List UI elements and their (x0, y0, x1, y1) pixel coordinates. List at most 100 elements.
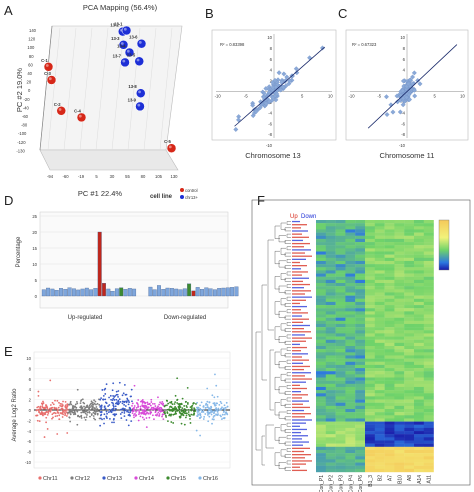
manhattan-point (223, 408, 226, 411)
heatmap-cell (325, 333, 336, 337)
manhattan-point (147, 406, 150, 409)
heatmap-cell (325, 298, 336, 303)
heatmap-cell (316, 465, 326, 470)
manhattan-point (129, 395, 132, 398)
heatmap-cell (355, 358, 366, 362)
manhattan-point (103, 413, 106, 416)
manhattan-point (56, 411, 59, 414)
heatmap-cell (384, 276, 395, 281)
heatmap-cell (335, 292, 346, 296)
heatmap-cell (414, 364, 424, 369)
heatmap-cell (325, 305, 336, 309)
manhattan-point (90, 405, 93, 407)
heatmap-cell (404, 418, 415, 422)
heatmap-cell (374, 361, 385, 366)
manhattan-point (225, 401, 228, 404)
manhattan-point (98, 410, 101, 413)
bar (119, 287, 124, 297)
heatmap-cell (404, 393, 415, 397)
heatmap-cell (335, 267, 346, 271)
manhattan-point (216, 409, 219, 412)
heatmap-cell (374, 412, 385, 416)
heatmap-cell (414, 358, 424, 362)
heatmap-cell (394, 449, 405, 454)
heatmap-cell (325, 443, 336, 447)
heatmap-cell (325, 449, 336, 454)
heatmap-cell (345, 226, 356, 230)
heatmap-cell (414, 396, 424, 400)
heatmap-cell (335, 323, 346, 328)
manhattan-point (137, 405, 140, 408)
heatmap-cell (404, 449, 415, 454)
manhattan-point (202, 408, 205, 411)
manhattan-point (219, 414, 222, 417)
heatmap-cell (404, 251, 415, 255)
manhattan-point (120, 408, 123, 411)
manhattan-point (62, 413, 64, 416)
heatmap-row-label (292, 400, 309, 402)
heatmap-cell (335, 424, 346, 429)
heatmap-cell (423, 415, 434, 419)
heatmap-cell (374, 415, 385, 419)
manhattan-point (113, 413, 116, 416)
bar-y-tick: 20 (32, 230, 37, 235)
heatmap-cell (316, 320, 326, 325)
heatmap-cell (345, 229, 356, 233)
heatmap-cell (404, 371, 415, 375)
heatmap-cell (414, 374, 424, 378)
manhattan-point (193, 412, 195, 415)
manhattan-point (51, 417, 53, 420)
manhattan-point (69, 400, 72, 403)
manhattan-point (193, 410, 196, 413)
manhattan-point (79, 402, 82, 405)
heatmap-cell (384, 364, 395, 369)
heatmap-cell (316, 443, 326, 447)
heatmap-cell (394, 462, 405, 466)
heatmap-cell (345, 257, 356, 262)
heatmap-cell (365, 314, 375, 318)
manhattan-point (54, 412, 57, 415)
manhattan-point (141, 404, 144, 407)
heatmap-cell (404, 320, 415, 325)
manhattan-point (41, 405, 44, 408)
heatmap-cell (335, 352, 346, 356)
scatter-y-tick: -8 (401, 132, 405, 137)
scatter-y-tick: 4 (403, 68, 406, 73)
heatmap-cell (423, 368, 434, 372)
heatmap-cell (365, 380, 375, 384)
heatmap-row-label (292, 312, 308, 314)
bar (76, 289, 81, 297)
manhattan-point (153, 418, 155, 421)
heatmap-cell (384, 267, 395, 271)
manhattan-point (213, 414, 216, 417)
heatmap-cell (316, 232, 326, 236)
heatmap-cell (404, 327, 415, 331)
heatmap-cell (325, 295, 336, 299)
scatter-point (250, 102, 256, 108)
manhattan-point (50, 407, 53, 409)
heatmap-row-label (292, 372, 311, 374)
manhattan-point (226, 405, 229, 408)
heatmap-cell (374, 333, 385, 337)
bar (221, 287, 226, 297)
manhattan-point (109, 394, 112, 397)
dendrogram-branch (286, 372, 291, 377)
manhattan-point (56, 414, 59, 417)
manhattan-point (150, 406, 153, 409)
heatmap-cell (335, 427, 346, 432)
heatmap-cell (374, 393, 385, 397)
manhattan-point (94, 412, 97, 415)
heatmap-cell (404, 232, 415, 236)
heatmap-cell (345, 260, 356, 265)
heatmap-cell (365, 383, 375, 388)
heatmap-cell (355, 264, 366, 268)
manhattan-point (98, 403, 101, 406)
manhattan-point (95, 406, 98, 408)
heatmap-cell (404, 386, 415, 391)
manhattan-point (199, 407, 202, 410)
heatmap-cell (355, 427, 366, 432)
manhattan-point (215, 413, 217, 416)
manhattan-point (216, 395, 219, 398)
heatmap-cell (404, 434, 415, 438)
